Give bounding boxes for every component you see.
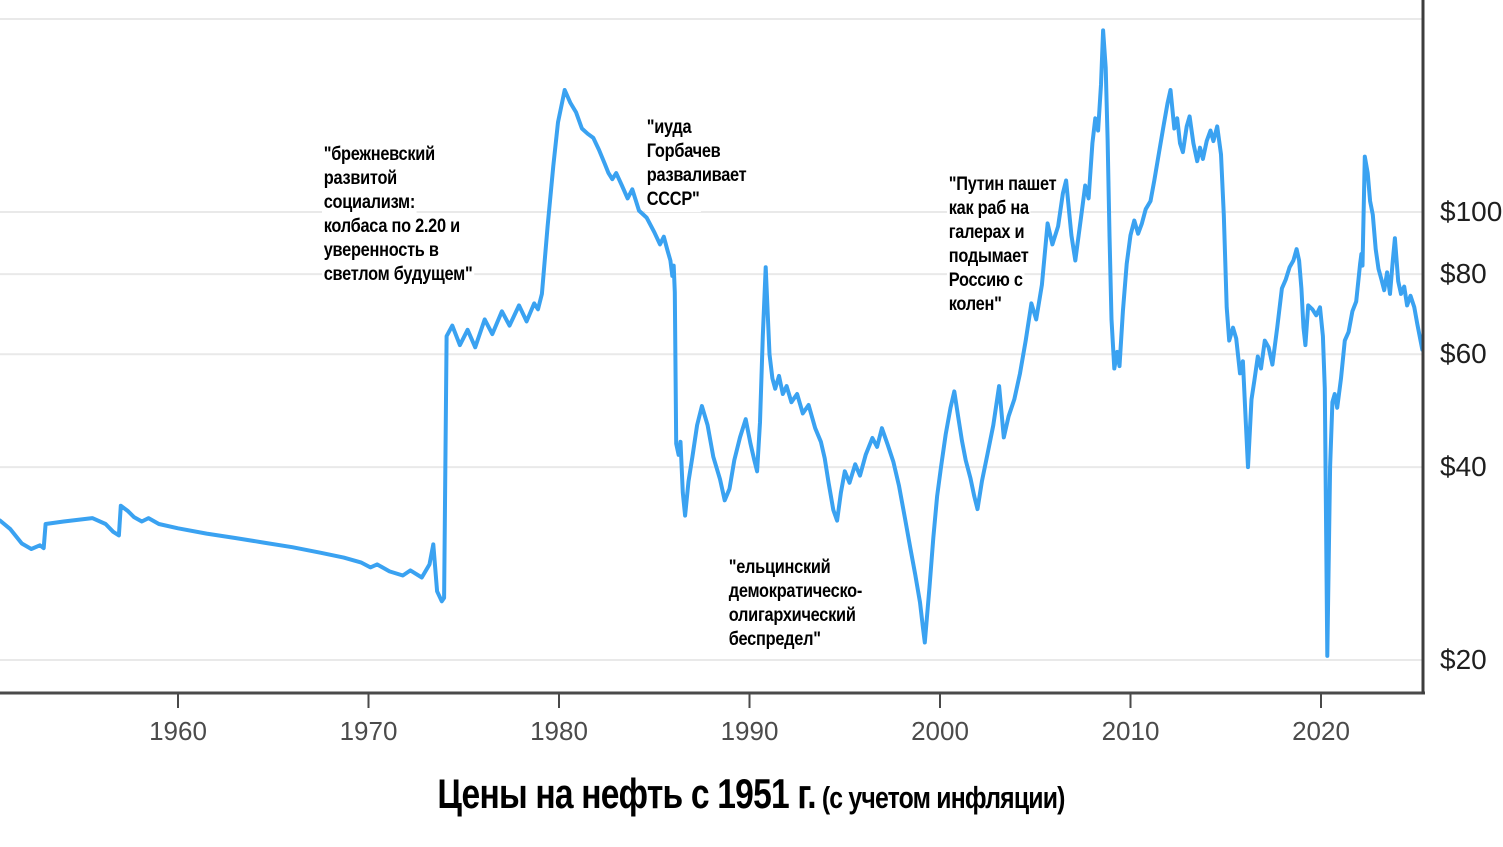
annotation-line: "брежневский [322, 143, 437, 167]
y-axis-label-20: $20 [1440, 644, 1487, 676]
annotation-line: демократическо- [727, 580, 864, 604]
annotation-line: как раб на [947, 197, 1031, 221]
y-axis-label-100: $100 [1440, 196, 1503, 227]
annotation-line: олигархический [727, 604, 858, 628]
chart-title: Цены на нефть с 1951 г. (с учетом инфляц… [0, 770, 1503, 818]
x-axis-label-2010: 2010 [1101, 716, 1160, 746]
chart-title-main: Цены на нефть с 1951 г. [437, 770, 817, 817]
annotation-line: разваливает [645, 164, 749, 188]
annotation-line: уверенность в [322, 239, 441, 263]
annotation-yeltsin: "ельцинский демократическо-олигархический… [727, 556, 864, 652]
oil-price-line [0, 28, 1425, 658]
x-axis-label-1990: 1990 [720, 716, 779, 746]
annotation-line: колбаса по 2.20 и [322, 215, 462, 239]
annotation-line: подымает [947, 245, 1031, 269]
annotation-line: беспредел" [727, 628, 823, 652]
annotation-brezhnev: "брежневский развитой социализм: колбаса по… [322, 143, 475, 287]
chart-title-suffix: (с учетом инфляции) [816, 780, 1066, 815]
annotation-line: социализм: [322, 191, 417, 215]
annotation-line: развитой [322, 167, 399, 191]
x-axis-label-1960: 1960 [149, 716, 207, 746]
annotation-line: "иуда [645, 116, 694, 140]
x-axis-label-1980: 1980 [530, 716, 588, 746]
annotation-gorbachev: "иуда Горбачев разваливает СССР" [645, 116, 749, 212]
annotation-line: Россию с [947, 269, 1025, 293]
annotation-line: "ельцинский [727, 556, 833, 580]
annotation-line: колен" [947, 293, 1004, 317]
x-axis-label-1970: 1970 [339, 716, 398, 746]
y-axis-label-60: $60 [1440, 338, 1487, 370]
annotation-line: галерах и [947, 221, 1027, 245]
horizontal-gridlines [0, 18, 1423, 662]
x-axis-label-2000: 2000 [911, 716, 969, 746]
annotation-line: светлом будущем" [322, 263, 475, 287]
axes [0, 0, 1425, 708]
annotation-putin: "Путин пашет как раб на галерах и подымает Р… [947, 173, 1059, 317]
y-axis-label-80: $80 [1440, 258, 1487, 290]
annotation-line: СССР" [645, 188, 702, 212]
x-axis-label-2020: 2020 [1292, 716, 1350, 746]
annotation-line: "Путин пашет [947, 173, 1059, 197]
y-axis-label-40: $40 [1440, 451, 1487, 483]
annotation-line: Горбачев [645, 140, 723, 164]
